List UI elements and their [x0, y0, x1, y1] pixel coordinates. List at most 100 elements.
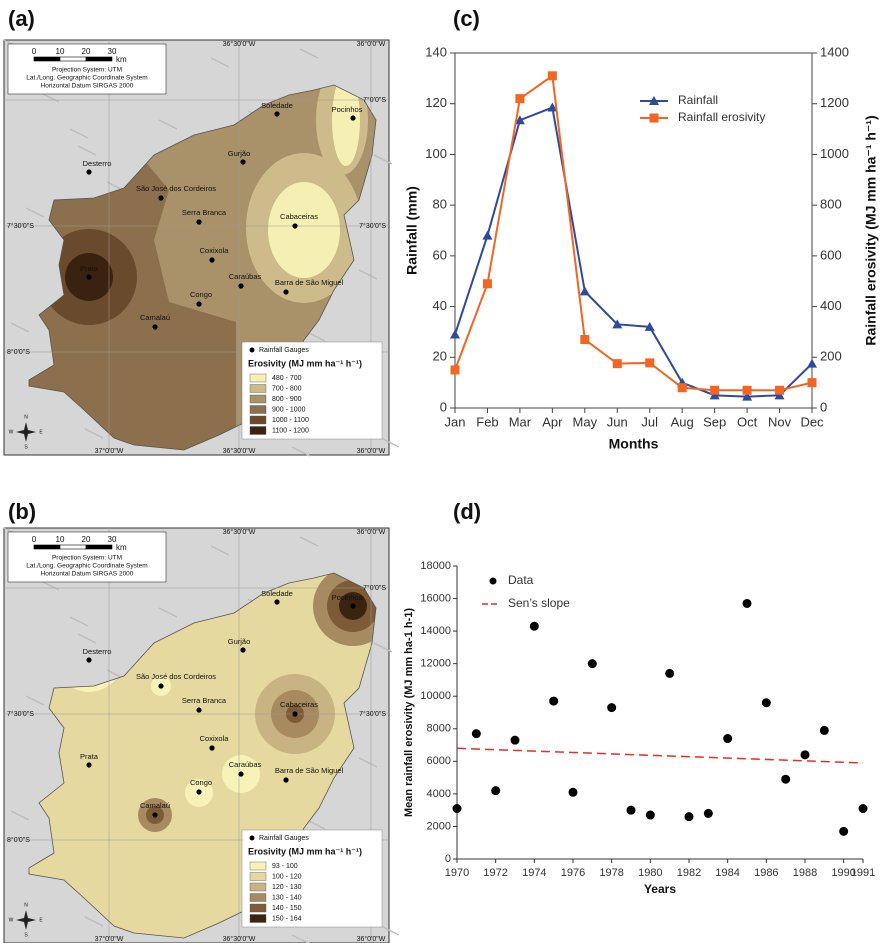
- projection-text: Horizontal Datum SIRGAS 2000: [41, 571, 134, 578]
- place-label: Caraúbas: [229, 272, 262, 281]
- x-tick-label: 1972: [483, 867, 507, 879]
- data-point: [530, 622, 539, 631]
- place-label: Caraúbas: [229, 760, 262, 769]
- x-tick-label: Jul: [641, 414, 658, 429]
- coord-label: 36°0'0"W: [357, 935, 386, 943]
- projection-text: Projection System: UTM: [52, 555, 122, 562]
- y-axis-label: Rainfall (mm): [404, 186, 420, 275]
- place-label: Soledade: [261, 101, 293, 110]
- place-label: São José dos Cordeiros: [136, 184, 216, 193]
- data-point: [491, 786, 500, 795]
- data-point: [743, 599, 752, 608]
- y-tick-label: 60: [433, 247, 447, 262]
- marker: [808, 378, 817, 387]
- x-tick-label: Aug: [671, 414, 694, 429]
- scale-segment: [60, 57, 86, 61]
- legend-class: 900 - 1000: [272, 406, 306, 413]
- legend-class: 1100 - 1200: [272, 427, 309, 434]
- x-tick-label: Oct: [737, 414, 758, 429]
- data-point: [859, 804, 868, 813]
- legend-swatch: [250, 873, 266, 881]
- rain-gauge: [209, 745, 214, 750]
- zone: [268, 182, 340, 278]
- legend-gauge-label: Rainfall Gauges: [259, 347, 309, 354]
- series-line: [455, 108, 812, 397]
- y-tick-label: 6000: [427, 755, 451, 767]
- legend-class: 800 - 900: [272, 396, 302, 403]
- scale-label: 0: [32, 47, 37, 56]
- legend-label: Rainfall: [678, 93, 718, 107]
- rain-gauge: [350, 115, 355, 120]
- scale-segment: [34, 57, 60, 61]
- place-label: Soledade: [261, 589, 293, 598]
- marker: [710, 386, 719, 395]
- panel-label: (c): [453, 6, 480, 31]
- panel-label: (d): [453, 499, 481, 524]
- rain-gauge: [350, 603, 355, 608]
- panel-label: (b): [8, 499, 36, 524]
- scale-segment: [34, 545, 60, 549]
- marker: [613, 359, 622, 368]
- data-point: [723, 734, 732, 743]
- x-tick-label: Mar: [509, 414, 532, 429]
- data-point: [453, 804, 462, 813]
- y2-axis-label: Rainfall erosivity (MJ mm ha⁻¹ h⁻¹): [863, 115, 879, 345]
- data-point: [839, 827, 848, 836]
- rain-gauge: [158, 683, 163, 688]
- y-tick-label: 10000: [420, 690, 451, 702]
- legend-label: Data: [508, 573, 534, 587]
- map: 36°30'0"W36°0'0"W37°0'0"W36°30'0"W36°0'0…: [4, 40, 399, 460]
- legend-class: 700 - 800: [272, 385, 302, 392]
- data-point: [646, 811, 655, 820]
- rain-gauge: [292, 711, 297, 716]
- scale-label: 10: [56, 47, 65, 56]
- coord-label: 36°30'0"W: [223, 40, 256, 48]
- y-tick-label: 2000: [427, 820, 451, 832]
- legend-class: 100 - 120: [272, 873, 302, 880]
- coord-label: 7°30'0"S: [7, 710, 34, 718]
- marker: [482, 231, 492, 240]
- y2-tick-label: 800: [820, 197, 842, 212]
- rain-gauge: [283, 289, 288, 294]
- projection-text: Lat./Long. Geographic Coordinate System: [26, 75, 147, 82]
- rain-gauge: [238, 771, 243, 776]
- marker: [451, 365, 460, 374]
- data-point: [607, 703, 616, 712]
- data-point: [569, 788, 578, 797]
- place-label: Prata: [80, 752, 99, 761]
- scale-unit: km: [116, 543, 127, 552]
- compass-letter: W: [9, 429, 14, 435]
- place-label: Barra de São Miguel: [275, 766, 344, 775]
- coord-label: 7°30'0"S: [7, 222, 34, 230]
- coord-label: 7°0'0"S: [363, 96, 386, 104]
- y2-tick-label: 1400: [820, 44, 849, 59]
- rain-gauge: [283, 777, 288, 782]
- x-tick-label: May: [573, 414, 598, 429]
- y-tick-label: 80: [433, 197, 447, 212]
- x-tick-label: 1976: [561, 867, 585, 879]
- compass-letter: N: [24, 902, 28, 908]
- x-tick-label: Sep: [703, 414, 726, 429]
- rain-gauge: [196, 219, 201, 224]
- marker: [807, 359, 817, 368]
- y-tick-label: 20: [433, 349, 447, 364]
- rain-gauge: [86, 169, 91, 174]
- figure: (a)(b)(c)(d)36°30'0"W36°0'0"W37°0'0"W36°…: [0, 0, 884, 943]
- data-point: [685, 812, 694, 821]
- y-tick-label: 0: [440, 399, 447, 414]
- rain-gauge: [196, 789, 201, 794]
- x-axis-label: Months: [609, 436, 659, 452]
- place-label: Coxixola: [200, 734, 230, 743]
- plot-frame: [455, 53, 812, 408]
- coord-label: 36°0'0"W: [357, 40, 386, 48]
- coord-label: 36°30'0"W: [223, 528, 256, 536]
- marker: [548, 71, 557, 80]
- scale-label: 10: [56, 535, 65, 544]
- marker: [515, 94, 524, 103]
- marker: [483, 279, 492, 288]
- legend-swatch: [250, 416, 266, 424]
- compass-letter: W: [9, 917, 14, 923]
- rain-gauge: [86, 657, 91, 662]
- data-point: [549, 697, 558, 706]
- coord-label: 37°0'0"W: [95, 935, 124, 943]
